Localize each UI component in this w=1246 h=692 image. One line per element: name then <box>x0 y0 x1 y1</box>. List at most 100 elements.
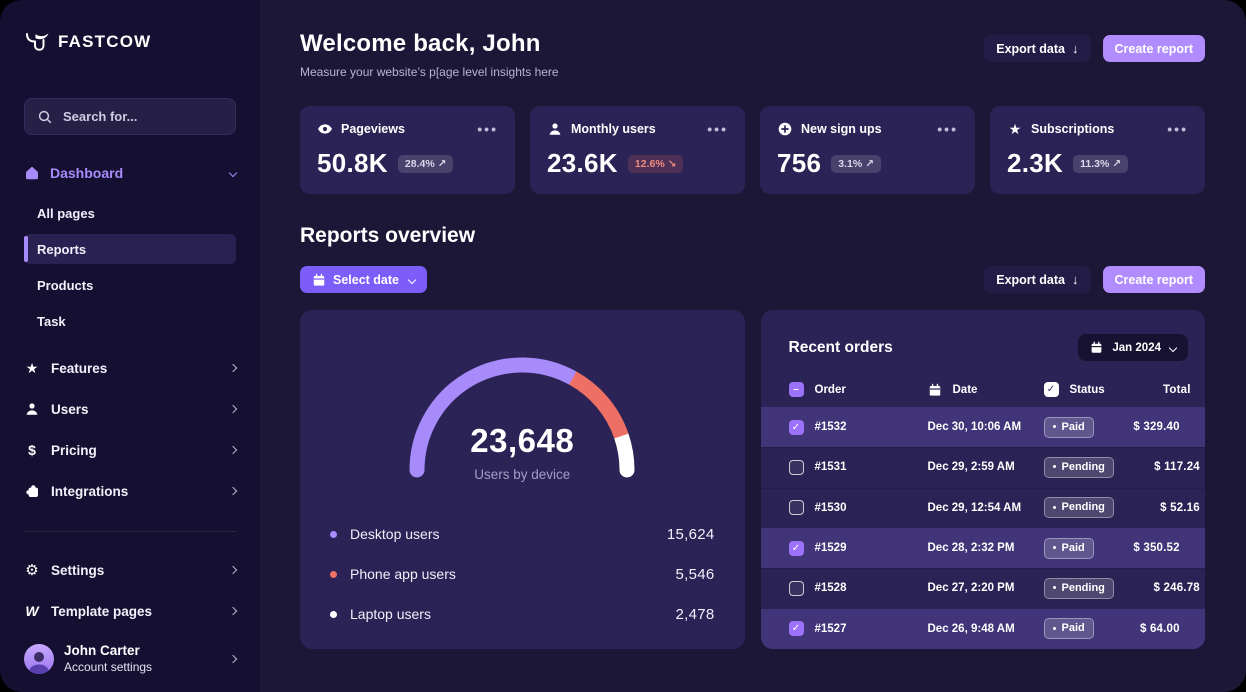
eye-icon <box>317 121 333 137</box>
legend-dot <box>330 530 337 538</box>
trend-arrow-icon: ↗ <box>437 157 447 170</box>
puzzle-icon <box>24 483 40 499</box>
sidebar-item-template-pages[interactable]: W Template pages <box>24 599 238 623</box>
create-report-button[interactable]: Create report <box>1102 35 1205 62</box>
table-row[interactable]: ✓ #1527 Dec 26, 9:48 AM Paid $ 64.00 <box>760 608 1205 649</box>
order-date: Dec 30, 10:06 AM <box>927 421 1022 434</box>
webflow-icon: W <box>25 603 39 619</box>
sidebar-item-settings[interactable]: ⚙ Settings <box>24 558 238 582</box>
ellipsis-menu-icon[interactable]: ••• <box>477 120 498 137</box>
status-dot-icon <box>1052 626 1056 630</box>
select-date-button[interactable]: Select date <box>300 266 428 293</box>
status-header-checkbox[interactable] <box>1043 382 1059 397</box>
table-row[interactable]: #1531 Dec 29, 2:59 AM Pending $ 117.24 <box>761 447 1206 487</box>
stat-card-pageviews: Pageviews ••• 50.8K 28.4% ↗ <box>300 106 515 194</box>
table-row[interactable]: ✓ #1529 Dec 28, 2:32 PM Paid $ 350.52 <box>760 527 1205 569</box>
order-id: #1531 <box>814 461 847 474</box>
legend-dot <box>330 570 337 578</box>
month-filter-button[interactable]: Jan 2024 <box>1078 334 1188 361</box>
table-body: ✓ #1532 Dec 30, 10:06 AM Paid $ 329.40 #1… <box>760 407 1206 649</box>
table-row[interactable]: ✓ #1532 Dec 30, 10:06 AM Paid $ 329.40 <box>760 407 1205 448</box>
home-icon <box>24 165 40 181</box>
search-icon <box>37 109 53 125</box>
user-icon <box>547 121 563 137</box>
legend-dot <box>330 610 337 618</box>
stat-value: 50.8K <box>317 148 388 178</box>
sidebar-item-task[interactable]: Task <box>37 313 66 329</box>
ellipsis-menu-icon[interactable]: ••• <box>1167 120 1188 137</box>
search-box[interactable] <box>24 98 236 135</box>
sidebar-item-pricing[interactable]: $ Pricing <box>24 438 238 462</box>
fastcow-logo-icon <box>24 30 50 54</box>
chevron-right-icon <box>228 565 238 575</box>
ellipsis-menu-icon[interactable]: ••• <box>937 120 958 137</box>
chevron-right-icon <box>228 486 238 496</box>
calendar-icon <box>1090 341 1103 354</box>
sidebar-item-users[interactable]: Users <box>24 397 238 421</box>
row-checkbox[interactable]: ✓ <box>788 540 804 556</box>
device-legend: Desktop users 15,624 Phone app users 5,5… <box>300 514 745 634</box>
ellipsis-menu-icon[interactable]: ••• <box>707 120 728 137</box>
status-badge: Paid <box>1043 416 1094 438</box>
search-input[interactable] <box>63 109 223 124</box>
row-checkbox[interactable]: ✓ <box>788 419 804 435</box>
row-checkbox[interactable] <box>788 500 804 516</box>
row-checkbox[interactable] <box>788 580 804 596</box>
avatar <box>24 643 54 674</box>
table-row[interactable]: #1528 Dec 27, 2:20 PM Pending $ 246.78 <box>761 568 1206 608</box>
gauge-value: 23,648 <box>470 422 575 459</box>
account-settings-item[interactable]: John Carter Account settings <box>24 643 238 674</box>
user-icon <box>24 401 40 417</box>
export-data-button[interactable]: Export data ↓ <box>984 35 1091 62</box>
calendar-icon <box>928 383 942 397</box>
chevron-right-icon <box>228 445 238 455</box>
stat-label: Pageviews <box>341 122 405 136</box>
account-name: John Carter <box>64 643 140 658</box>
stat-card-monthly-users: Monthly users ••• 23.6K 12.6% ↘ <box>530 106 745 194</box>
export-data-button[interactable]: Export data ↓ <box>984 266 1091 293</box>
table-header: Order Date Status Total <box>761 382 1206 397</box>
legend-item-desktop: Desktop users 15,624 <box>330 514 715 554</box>
chevron-right-icon <box>228 363 238 373</box>
order-id: #1528 <box>814 582 847 595</box>
sidebar-item-integrations[interactable]: Integrations <box>24 479 238 503</box>
sidebar-item-dashboard[interactable]: Dashboard <box>24 165 238 181</box>
stat-card-new-sign-ups: New sign ups ••• 756 3.1% ↗ <box>760 106 975 194</box>
order-date: Dec 29, 12:54 AM <box>927 501 1022 514</box>
chevron-down-icon <box>1168 343 1178 352</box>
status-dot-icon <box>1052 546 1056 550</box>
order-total: $ 52.16 <box>1160 501 1200 514</box>
create-report-button[interactable]: Create report <box>1102 266 1205 293</box>
row-checkbox[interactable] <box>788 459 804 475</box>
sidebar-item-products[interactable]: Products <box>37 277 94 293</box>
trend-arrow-icon: ↗ <box>865 157 875 170</box>
legend-value: 5,546 <box>675 565 715 583</box>
status-badge: Pending <box>1043 456 1114 478</box>
legend-value: 2,478 <box>675 605 715 623</box>
main-content: Welcome back, John Measure your website’… <box>260 0 1246 692</box>
gauge-arc <box>409 357 635 478</box>
status-badge: Pending <box>1043 497 1114 519</box>
order-total: $ 64.00 <box>1139 622 1180 635</box>
table-row[interactable]: #1530 Dec 29, 12:54 AM Pending $ 52.16 <box>761 488 1206 528</box>
status-badge: Pending <box>1043 577 1114 599</box>
stat-label: Monthly users <box>571 122 656 136</box>
trend-arrow-icon: ↗ <box>1112 157 1122 170</box>
logo: FASTCOW <box>24 30 236 54</box>
order-date: Dec 27, 2:20 PM <box>927 582 1015 595</box>
legend-value: 15,624 <box>666 525 715 543</box>
sidebar: FASTCOW Dashboard All pages Reports Prod… <box>0 0 260 692</box>
users-by-device-card: 23,648 Users by device Desktop users 15,… <box>300 310 745 649</box>
sidebar-item-features[interactable]: ★ Features <box>24 356 238 380</box>
dashboard-subnav: All pages Reports Products Task <box>24 195 236 339</box>
select-all-checkbox[interactable] <box>788 382 804 397</box>
chevron-right-icon <box>228 606 238 616</box>
sidebar-item-reports[interactable]: Reports <box>24 234 236 264</box>
sidebar-item-all-pages[interactable]: All pages <box>37 205 95 221</box>
order-date: Dec 26, 9:48 AM <box>927 622 1015 635</box>
chevron-right-icon <box>228 404 238 414</box>
stat-card-subscriptions: ★ Subscriptions ••• 2.3K 11.3% ↗ <box>990 106 1205 194</box>
row-checkbox[interactable]: ✓ <box>788 621 804 637</box>
gauge-label: Users by device <box>474 467 571 482</box>
download-icon: ↓ <box>1072 41 1079 56</box>
